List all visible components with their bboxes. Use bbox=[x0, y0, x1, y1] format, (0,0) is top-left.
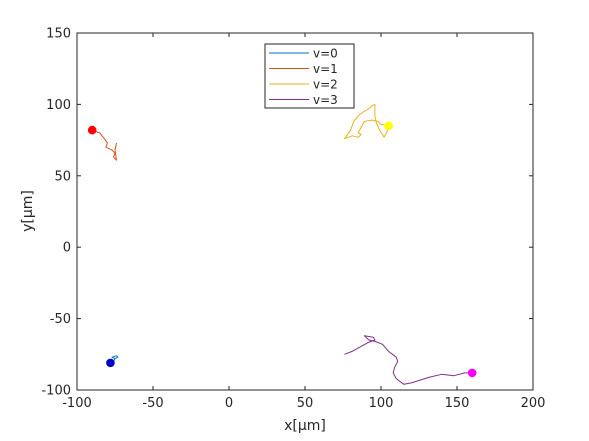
endpoint-marker bbox=[87, 125, 97, 135]
endpoint-marker bbox=[384, 121, 393, 131]
y-axis-label: y[µm] bbox=[20, 190, 36, 232]
series-line-2 bbox=[344, 103, 390, 140]
tick-layer: -100 -50 0 50 100 150 200 -100 -50 0 50 100 150 bbox=[41, 27, 545, 412]
x-tick-label: 100 bbox=[369, 396, 394, 411]
x-tick-label: -50 bbox=[142, 396, 163, 411]
legend-label: v=2 bbox=[313, 78, 338, 92]
x-axis-label: x[µm] bbox=[284, 418, 326, 434]
series-line-3 bbox=[344, 335, 473, 385]
legend-label: v=0 bbox=[313, 47, 338, 61]
y-tick-label: -50 bbox=[50, 312, 71, 327]
x-tick-label: 150 bbox=[445, 396, 470, 411]
y-tick-label: 50 bbox=[54, 169, 71, 184]
y-tick-label: 150 bbox=[46, 27, 71, 42]
marker-layer bbox=[87, 121, 477, 378]
y-tick-label: -100 bbox=[41, 384, 71, 399]
y-tick-label: 0 bbox=[63, 241, 71, 256]
y-tick-label: 100 bbox=[46, 98, 71, 113]
x-tick-label: 50 bbox=[297, 396, 314, 411]
legend-label: v=3 bbox=[313, 93, 338, 107]
x-tick-label: 200 bbox=[521, 396, 546, 411]
x-tick-label: 0 bbox=[225, 396, 233, 411]
endpoint-marker bbox=[467, 368, 477, 378]
endpoint-marker bbox=[106, 358, 115, 368]
legend: v=0v=1 v=2v=3 bbox=[264, 43, 355, 109]
legend-label: v=1 bbox=[313, 62, 338, 76]
legend-box bbox=[264, 43, 355, 109]
x-tick-label: -100 bbox=[62, 396, 92, 411]
series-line-1 bbox=[92, 129, 117, 161]
